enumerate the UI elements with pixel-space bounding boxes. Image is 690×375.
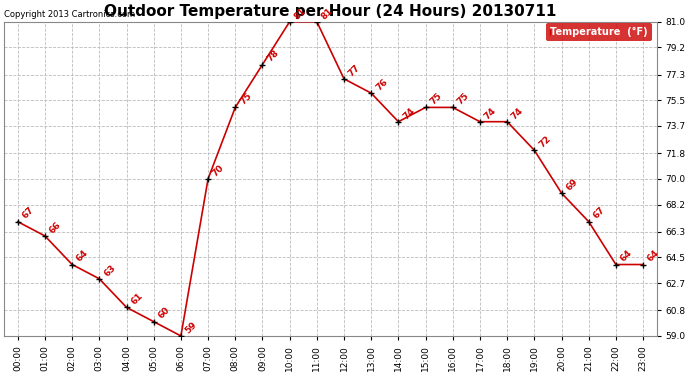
Text: 70: 70 [211,163,226,178]
Text: 64: 64 [75,249,90,264]
Text: 77: 77 [347,63,362,78]
Text: 64: 64 [646,249,661,264]
Text: 81: 81 [319,6,335,21]
Legend: Temperature  (°F): Temperature (°F) [546,24,652,41]
Text: 75: 75 [238,92,253,106]
Text: 64: 64 [619,249,634,264]
Text: 63: 63 [102,263,117,278]
Text: 66: 66 [48,220,63,235]
Text: 69: 69 [564,177,580,192]
Text: 67: 67 [21,206,36,221]
Text: 75: 75 [428,92,444,106]
Text: 72: 72 [537,134,553,150]
Text: 60: 60 [157,306,172,321]
Text: 75: 75 [455,92,471,106]
Text: 74: 74 [483,105,498,121]
Text: 67: 67 [591,206,607,221]
Text: 74: 74 [510,105,525,121]
Text: 81: 81 [293,6,308,21]
Text: 78: 78 [265,48,281,64]
Text: 74: 74 [401,105,417,121]
Text: 59: 59 [184,320,199,335]
Text: 61: 61 [129,291,144,307]
Text: 76: 76 [374,77,389,92]
Text: Copyright 2013 Cartronics.com: Copyright 2013 Cartronics.com [4,10,135,19]
Title: Outdoor Temperature per Hour (24 Hours) 20130711: Outdoor Temperature per Hour (24 Hours) … [104,4,557,19]
